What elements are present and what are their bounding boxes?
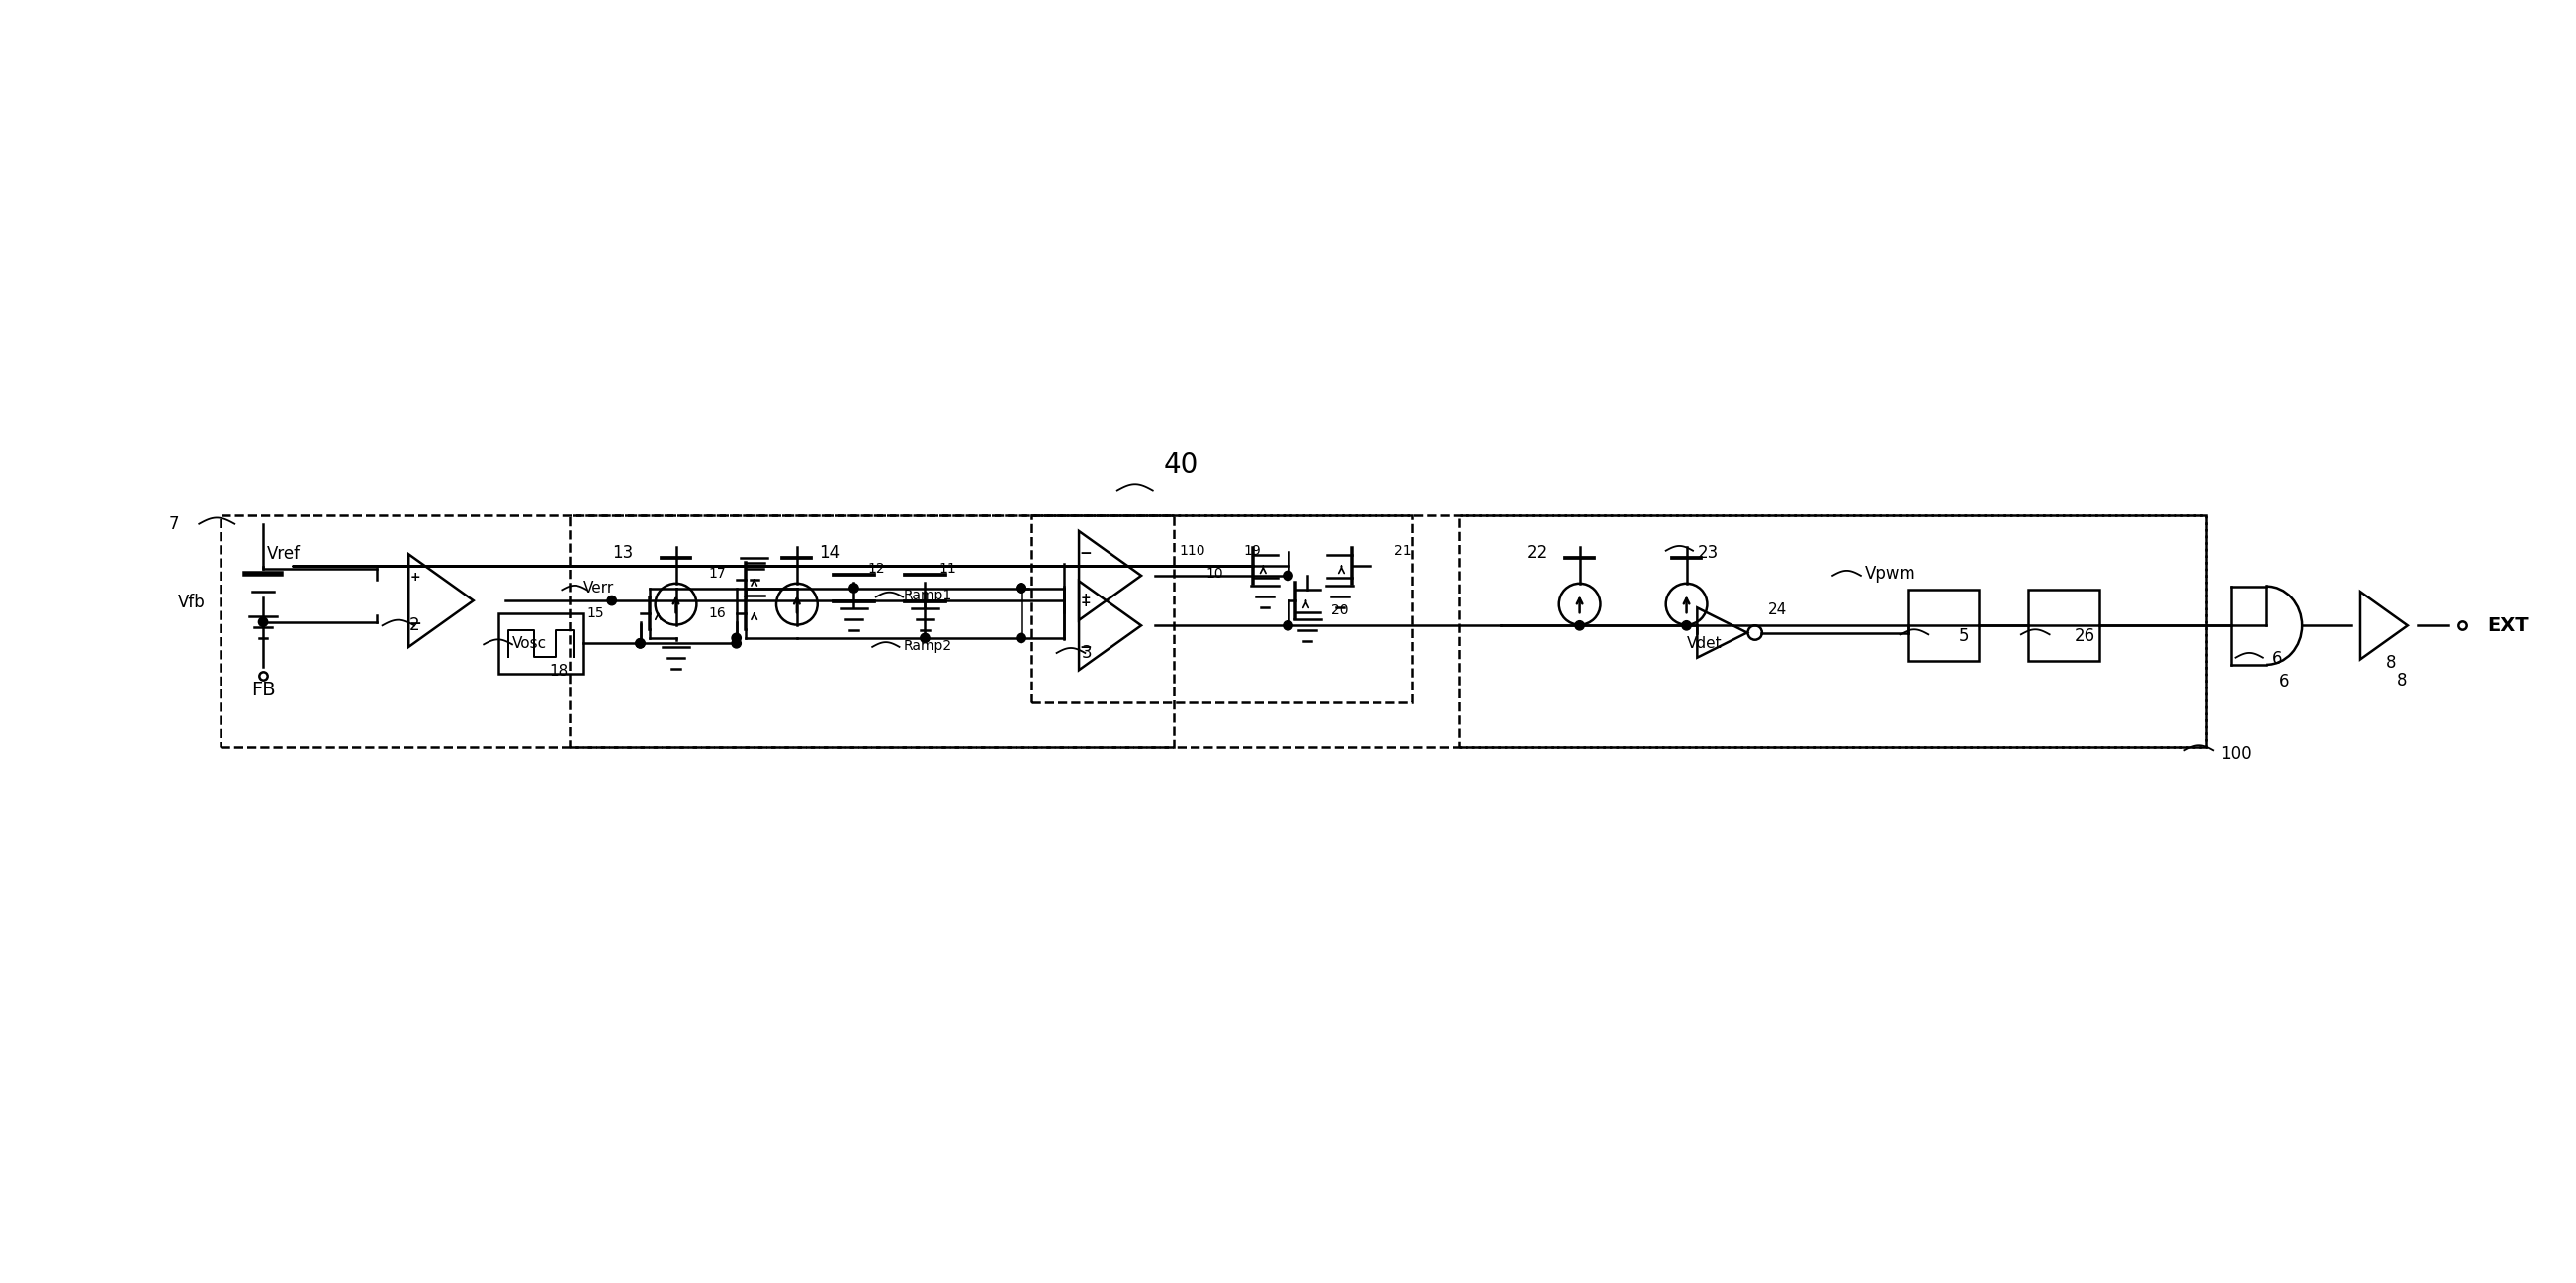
Text: +: + — [410, 571, 420, 584]
Bar — [497, 613, 582, 674]
Text: EXT: EXT — [2488, 616, 2530, 635]
Circle shape — [636, 639, 644, 648]
Text: 13: 13 — [613, 544, 634, 562]
Bar — [2027, 590, 2099, 661]
Text: 10: 10 — [1206, 567, 1224, 581]
Circle shape — [850, 584, 858, 593]
Text: +: + — [1079, 597, 1090, 609]
Text: 100: 100 — [2221, 744, 2251, 762]
Text: +: + — [1079, 591, 1090, 604]
Text: FB: FB — [250, 680, 276, 699]
Text: 3: 3 — [1082, 644, 1092, 662]
Circle shape — [608, 595, 616, 606]
Text: 22: 22 — [1528, 544, 1548, 562]
Text: 2: 2 — [410, 617, 420, 634]
Text: 14: 14 — [819, 544, 840, 562]
Text: 8: 8 — [2396, 672, 2406, 689]
Circle shape — [1018, 584, 1025, 593]
Text: 16: 16 — [708, 606, 726, 620]
Text: 20: 20 — [1332, 603, 1347, 617]
Bar — [1906, 590, 1978, 661]
Text: 15: 15 — [587, 606, 605, 620]
Text: Ramp2: Ramp2 — [904, 639, 953, 653]
Circle shape — [732, 639, 742, 648]
Text: Vosc: Vosc — [513, 636, 546, 650]
Text: Verr: Verr — [582, 581, 613, 595]
Text: Vfb: Vfb — [178, 594, 206, 611]
Circle shape — [1018, 584, 1025, 593]
Circle shape — [1682, 621, 1692, 630]
Text: 18: 18 — [549, 663, 567, 679]
Circle shape — [258, 617, 268, 626]
Text: 6: 6 — [2280, 672, 2290, 690]
Text: 12: 12 — [868, 562, 886, 576]
Circle shape — [1574, 621, 1584, 630]
Text: −: − — [1079, 547, 1092, 561]
Circle shape — [1283, 571, 1293, 580]
Circle shape — [636, 639, 644, 648]
Circle shape — [1283, 621, 1293, 630]
Text: 6: 6 — [2272, 650, 2282, 668]
Bar — [569, 514, 1175, 747]
Text: 110: 110 — [1180, 544, 1206, 558]
Circle shape — [920, 634, 930, 643]
Circle shape — [732, 634, 742, 643]
Text: 19: 19 — [1244, 544, 1262, 558]
Text: 5: 5 — [1958, 627, 1968, 645]
Text: 24: 24 — [1770, 602, 1788, 617]
Text: 11: 11 — [940, 562, 956, 576]
Bar — [1458, 514, 2205, 747]
Text: 8: 8 — [2385, 654, 2396, 672]
Text: 23: 23 — [1698, 544, 1718, 562]
Text: 26: 26 — [2074, 627, 2097, 645]
Text: 21: 21 — [1394, 544, 1412, 558]
Text: Vref: Vref — [268, 545, 301, 563]
Bar — [222, 514, 2205, 747]
Text: Vdet: Vdet — [1687, 636, 1721, 650]
Text: 40: 40 — [1164, 452, 1198, 479]
Text: 7: 7 — [170, 514, 180, 532]
Circle shape — [1018, 634, 1025, 643]
Text: −: − — [1079, 640, 1092, 656]
Bar — [1033, 514, 1412, 702]
Text: 17: 17 — [708, 567, 726, 581]
Text: Vpwm: Vpwm — [1865, 565, 1917, 582]
Text: Ramp1: Ramp1 — [904, 589, 953, 603]
Text: −: − — [410, 616, 422, 631]
